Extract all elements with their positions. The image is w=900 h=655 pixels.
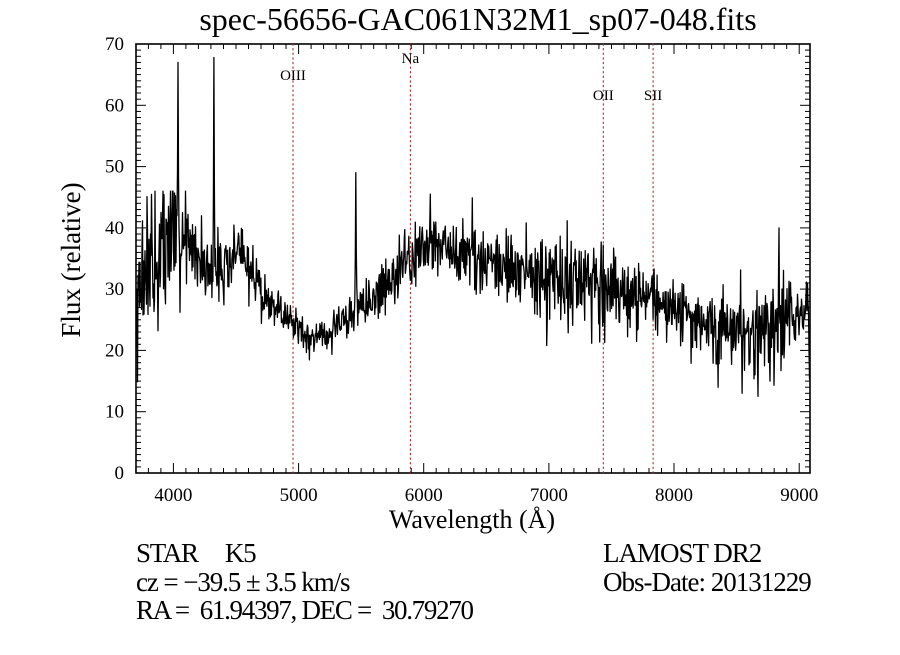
svg-text:40: 40 xyxy=(105,218,124,239)
svg-text:RA = 61.94397, DEC = 30.7927: RA = 61.94397, DEC = 30.79270 xyxy=(136,595,473,625)
svg-text:OIII: OIII xyxy=(280,68,306,84)
svg-text:8000: 8000 xyxy=(655,485,693,506)
svg-text:Flux (relative): Flux (relative) xyxy=(56,182,86,337)
svg-text:4000: 4000 xyxy=(154,485,192,506)
svg-text:20: 20 xyxy=(105,340,124,361)
svg-text:50: 50 xyxy=(105,157,124,178)
svg-text:7000: 7000 xyxy=(530,485,568,506)
svg-text:6000: 6000 xyxy=(405,485,443,506)
svg-text:LAMOST DR2: LAMOST DR2 xyxy=(603,538,762,568)
svg-text:30: 30 xyxy=(105,279,124,300)
svg-text:Na: Na xyxy=(402,51,420,67)
svg-text:STAR K5: STAR K5 xyxy=(136,538,256,568)
svg-text:OII: OII xyxy=(593,88,614,104)
svg-text:5000: 5000 xyxy=(280,485,318,506)
svg-text:10: 10 xyxy=(105,402,124,423)
svg-text:Wavelength (Å): Wavelength (Å) xyxy=(389,505,555,534)
svg-text:spec-56656-GAC061N32M1_sp07-04: spec-56656-GAC061N32M1_sp07-048.fits xyxy=(199,1,756,37)
svg-text:Obs-Date: 20131229: Obs-Date: 20131229 xyxy=(603,567,811,597)
svg-text:9000: 9000 xyxy=(780,485,818,506)
svg-text:0: 0 xyxy=(115,463,125,484)
svg-text:SII: SII xyxy=(644,88,662,104)
svg-text:cz = −39.5 ± 3.5 km/s: cz = −39.5 ± 3.5 km/s xyxy=(136,567,350,597)
svg-text:70: 70 xyxy=(105,34,124,55)
svg-text:60: 60 xyxy=(105,95,124,116)
